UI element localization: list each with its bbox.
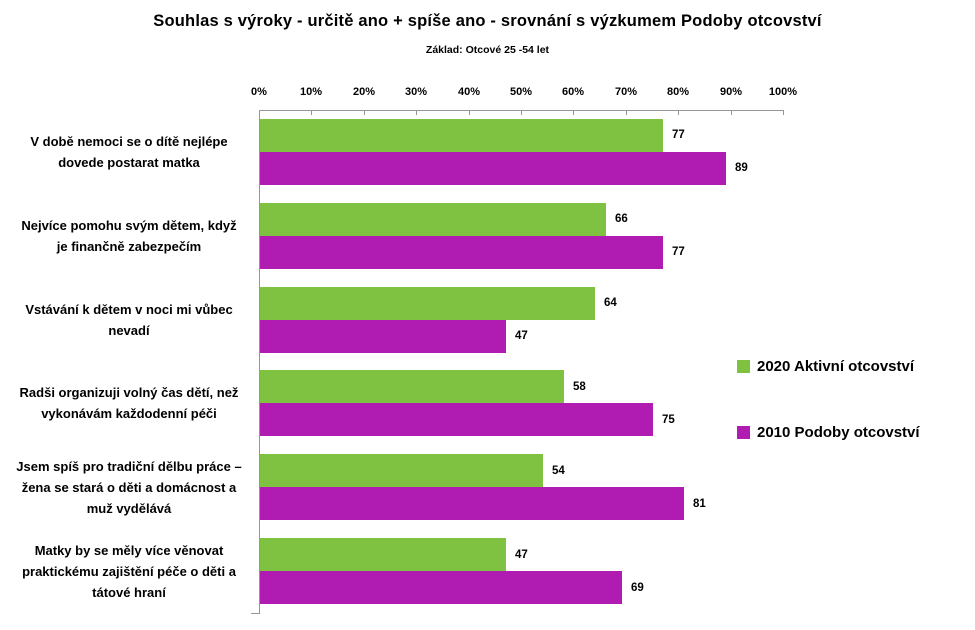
legend-item-2010: 2010 Podoby otcovství xyxy=(737,424,920,441)
legend-item-2020: 2020 Aktivní otcovství xyxy=(737,358,914,375)
bar-2010-podoby xyxy=(260,320,506,353)
bar-value-label: 64 xyxy=(604,297,617,309)
x-axis-tick xyxy=(469,110,470,115)
bar-value-label: 77 xyxy=(672,246,685,258)
x-axis-tick xyxy=(416,110,417,115)
bar-2010-podoby xyxy=(260,236,663,269)
bar-value-label: 89 xyxy=(735,162,748,174)
bar-2010-podoby xyxy=(260,487,684,520)
bar-2020-aktivni xyxy=(260,287,595,320)
bar-value-label: 77 xyxy=(672,129,685,141)
x-axis-tick-label: 0% xyxy=(251,86,267,98)
x-axis-tick xyxy=(364,110,365,115)
category-label: Matky by se měly více věnovat praktickém… xyxy=(22,542,236,600)
x-axis-tick xyxy=(626,110,627,115)
category-label: Radši organizuji volný čas dětí, než vyk… xyxy=(19,385,239,422)
bar-2020-aktivni xyxy=(260,454,543,487)
bar-value-label: 47 xyxy=(515,549,528,561)
bar-2020-aktivni xyxy=(260,119,663,152)
x-axis-tick-label: 70% xyxy=(614,86,638,98)
x-axis-tick xyxy=(573,110,574,115)
category-axis-end-tick xyxy=(251,613,260,614)
x-axis-tick xyxy=(783,110,784,115)
x-axis-tick xyxy=(731,110,732,115)
x-axis-tick-label: 90% xyxy=(719,86,743,98)
category-label: Nejvíce pomohu svým dětem, když je finan… xyxy=(21,217,237,254)
legend-swatch-2020-icon xyxy=(737,360,750,373)
x-axis-tick-label: 10% xyxy=(299,86,323,98)
x-axis-tick-label: 20% xyxy=(352,86,376,98)
x-axis-tick-label: 40% xyxy=(457,86,481,98)
bar-value-label: 81 xyxy=(693,498,706,510)
chart-subtitle: Základ: Otcové 25 -54 let xyxy=(425,44,550,56)
bar-value-label: 58 xyxy=(573,381,586,393)
bar-2020-aktivni xyxy=(260,203,606,236)
x-axis-tick xyxy=(521,110,522,115)
bar-value-label: 54 xyxy=(552,465,565,477)
x-axis-tick xyxy=(259,110,260,115)
x-axis-tick xyxy=(311,110,312,115)
bar-value-label: 47 xyxy=(515,330,528,342)
category-label: Jsem spíš pro tradiční dělbu práce – žen… xyxy=(16,458,242,516)
legend-label-2010: 2010 Podoby otcovství xyxy=(757,424,920,441)
bar-value-label: 69 xyxy=(631,582,644,594)
x-axis-tick-label: 80% xyxy=(666,86,690,98)
bar-2010-podoby xyxy=(260,152,726,185)
legend-label-2020: 2020 Aktivní otcovství xyxy=(757,358,915,375)
x-axis-tick-label: 100% xyxy=(768,86,798,98)
bar-2020-aktivni xyxy=(260,370,564,403)
bar-2010-podoby xyxy=(260,571,622,604)
category-label: Vstávání k dětem v noci mi vůbec nevadí xyxy=(25,301,233,338)
x-axis-tick-label: 60% xyxy=(561,86,585,98)
bar-value-label: 75 xyxy=(662,414,675,426)
category-axis-line xyxy=(259,110,260,613)
bar-2010-podoby xyxy=(260,403,653,436)
category-label: V době nemoci se o dítě nejlépe dovede p… xyxy=(30,133,228,170)
bar-value-label: 66 xyxy=(615,213,628,225)
x-axis-tick-label: 30% xyxy=(404,86,428,98)
legend-swatch-2010-icon xyxy=(737,426,750,439)
chart-title: Souhlas s výroky - určitě ano + spíše an… xyxy=(153,12,822,30)
x-axis-tick xyxy=(678,110,679,115)
x-axis-tick-label: 50% xyxy=(509,86,533,98)
bar-2020-aktivni xyxy=(260,538,506,571)
